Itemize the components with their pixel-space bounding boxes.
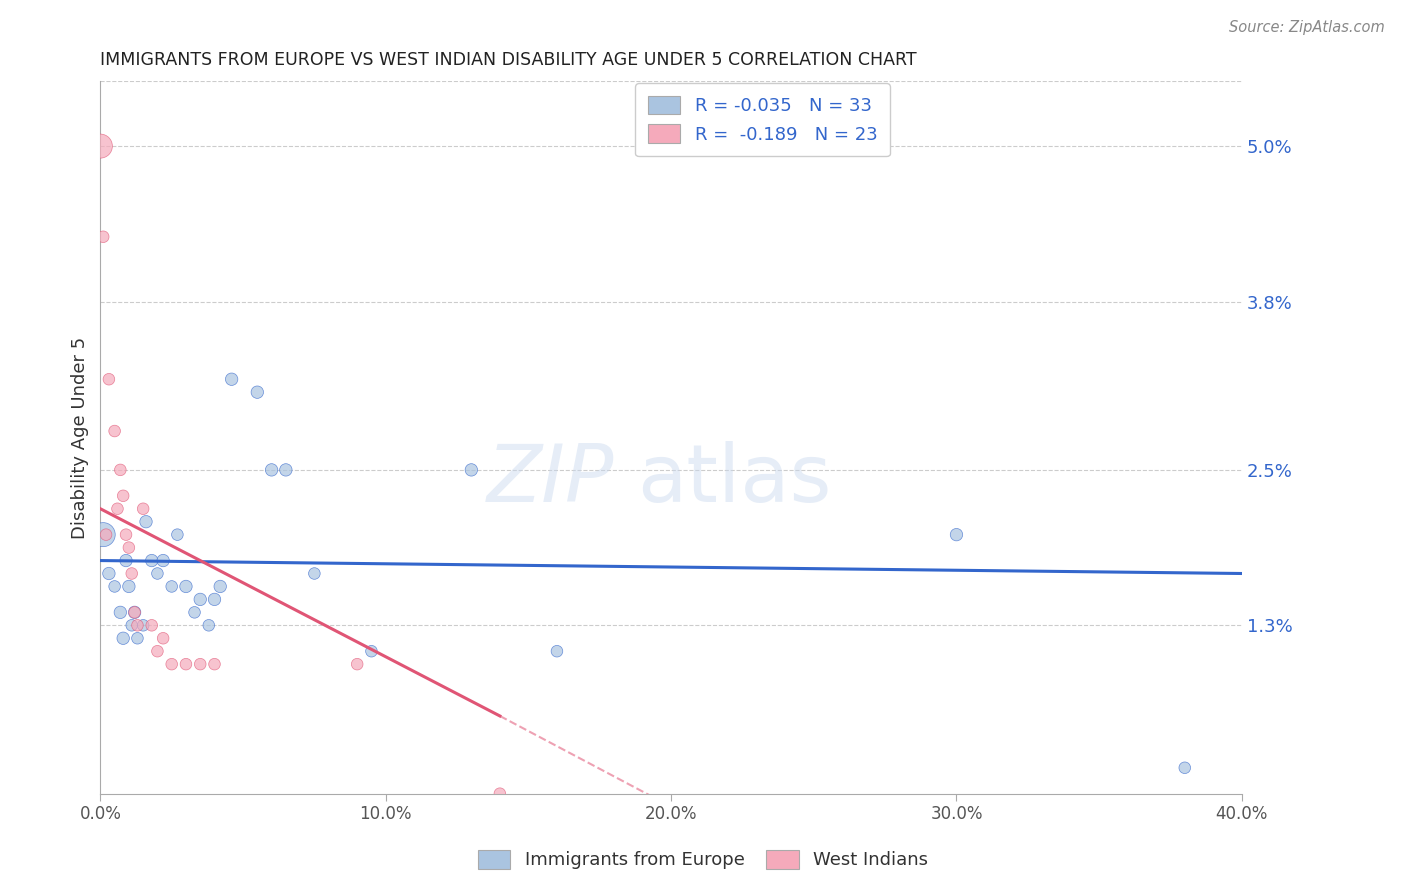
Point [104,424,127,438]
Point [546,644,568,658]
Point [141,553,163,567]
Point [118,541,141,555]
Point [945,527,967,541]
Point [152,553,174,567]
Legend: R = -0.035   N = 33, R =  -0.189   N = 23: R = -0.035 N = 33, R = -0.189 N = 23 [636,83,890,156]
Point [460,463,482,477]
Point [104,579,127,593]
Point [489,787,512,801]
Point [188,657,211,672]
Point [146,644,169,658]
Point [91,527,114,541]
Point [124,605,146,619]
Point [183,605,205,619]
Point [204,592,226,607]
Point [135,515,157,529]
Point [132,501,155,516]
Point [166,527,188,541]
Point [346,657,368,672]
Point [160,657,183,672]
Point [97,372,120,386]
Point [124,605,146,619]
Text: Source: ZipAtlas.com: Source: ZipAtlas.com [1229,20,1385,35]
Point [112,632,135,646]
Point [152,632,174,646]
Point [198,618,221,632]
Point [188,592,211,607]
Legend: Immigrants from Europe, West Indians: Immigrants from Europe, West Indians [468,841,938,879]
Text: IMMIGRANTS FROM EUROPE VS WEST INDIAN DISABILITY AGE UNDER 5 CORRELATION CHART: IMMIGRANTS FROM EUROPE VS WEST INDIAN DI… [100,51,917,69]
Point [121,566,143,581]
Point [174,579,197,593]
Point [107,501,129,516]
Point [115,553,138,567]
Point [121,618,143,632]
Point [146,566,169,581]
Text: ZIP: ZIP [486,442,614,519]
Point [360,644,382,658]
Point [304,566,326,581]
Point [274,463,297,477]
Point [1174,761,1197,775]
Point [115,527,138,541]
Point [89,139,111,153]
Point [260,463,283,477]
Point [91,229,114,244]
Point [127,632,149,646]
Point [132,618,155,632]
Point [94,527,117,541]
Y-axis label: Disability Age Under 5: Disability Age Under 5 [72,336,89,539]
Point [221,372,243,386]
Point [110,463,132,477]
Point [204,657,226,672]
Point [141,618,163,632]
Point [118,579,141,593]
Point [127,618,149,632]
Point [209,579,232,593]
Point [110,605,132,619]
Point [97,566,120,581]
Point [112,489,135,503]
Text: atlas: atlas [637,442,831,519]
Point [246,385,269,400]
Point [160,579,183,593]
Point [174,657,197,672]
